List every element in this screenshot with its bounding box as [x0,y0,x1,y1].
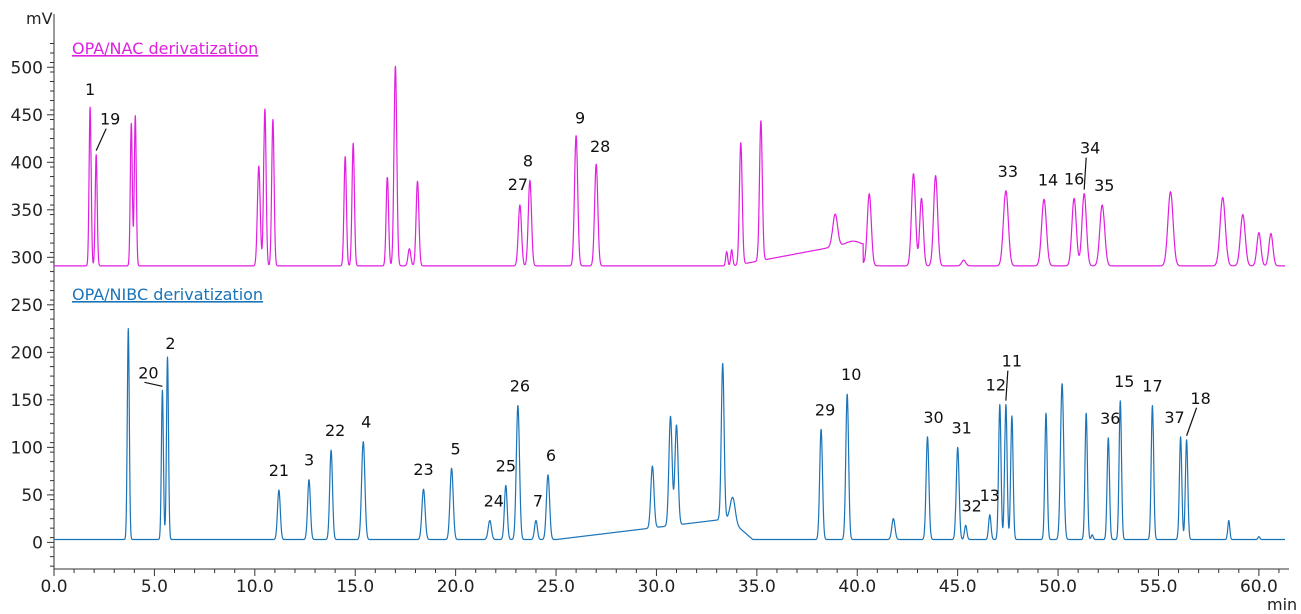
x-tick-label: 30.0 [638,577,676,597]
peak-label-31: 31 [951,418,971,437]
peak-label-8: 8 [523,151,533,170]
peak-label-12: 12 [986,376,1006,395]
y-tick-label: 250 [11,296,43,316]
x-tick-label: 35.0 [738,577,776,597]
peak-leader-34 [1083,157,1087,190]
y-unit-label: mV [26,9,53,28]
y-tick-label: 50 [21,486,43,506]
peak-label-1: 1 [85,80,95,99]
x-tick-label: 45.0 [939,577,977,597]
peak-label-2: 2 [165,334,175,353]
y-tick-label: 500 [11,58,43,78]
peak-label-9: 9 [575,109,585,128]
y-tick-label: 300 [11,248,43,268]
peak-label-3: 3 [304,451,314,470]
peak-label-34: 34 [1080,139,1100,158]
peak-label-22: 22 [325,421,345,440]
peak-label-7: 7 [533,492,543,511]
peak-leader-20 [144,381,163,387]
x-tick-label: 15.0 [336,577,374,597]
peak-leader-19 [95,128,107,151]
x-tick-label: 40.0 [838,577,876,597]
peak-label-5: 5 [451,439,461,458]
peak-label-15: 15 [1114,372,1134,391]
peak-label-25: 25 [496,456,516,475]
peak-leader-18 [1186,407,1198,436]
y-tick-label: 150 [11,391,43,411]
peak-label-28: 28 [590,137,610,156]
peak-label-27: 27 [508,175,528,194]
peak-label-10: 10 [841,365,861,384]
peak-label-32: 32 [962,496,982,515]
peak-label-16: 16 [1064,169,1084,188]
y-tick-label: 400 [11,153,43,173]
peak-label-37: 37 [1164,408,1184,427]
x-tick-label: 50.0 [1039,577,1077,597]
y-tick-label: 200 [11,343,43,363]
peak-label-19: 19 [100,110,120,129]
peak-label-6: 6 [546,446,556,465]
peak-labels: 1 19 27 8 9 28 33 14 16 34 35 20 2 21 3 22 4 23 5 24 25 26 7 6 2… [85,80,1211,515]
traces [53,65,1286,541]
y-tick-label: 350 [11,201,43,221]
peak-label-4: 4 [361,413,371,432]
x-tick-label: 5.0 [141,577,168,597]
peak-label-18: 18 [1190,389,1210,408]
y-tick-label: 100 [11,438,43,458]
peak-label-20: 20 [138,363,158,382]
axes: 0 50 100 150 200 250 300 350 400 450 500 0.0 5.0 10.0… [11,9,1298,614]
x-tick-label: 10.0 [236,577,274,597]
peak-label-14: 14 [1038,170,1058,189]
peak-label-21: 21 [269,461,289,480]
legend: OPA/NAC derivatization OPA/NIBC derivatiz… [72,39,263,304]
peak-label-35: 35 [1094,176,1114,195]
series-line-nibc [53,328,1286,541]
y-tick-label: 0 [32,533,43,553]
peak-label-36: 36 [1100,409,1120,428]
x-tick-label: 55.0 [1140,577,1178,597]
peak-label-24: 24 [484,492,504,511]
y-tick-label: 450 [11,106,43,126]
peak-label-29: 29 [815,400,835,419]
series-title-nac: OPA/NAC derivatization [72,39,258,58]
peak-label-33: 33 [998,162,1018,181]
x-unit-label: min [1267,595,1297,614]
series-line-nac [53,65,1286,267]
peak-label-23: 23 [413,460,433,479]
x-tick-label: 0.0 [40,577,67,597]
peak-label-17: 17 [1142,377,1162,396]
peak-label-30: 30 [923,408,943,427]
peak-label-13: 13 [980,486,1000,505]
x-tick-label: 60.0 [1240,577,1278,597]
x-tick-label: 25.0 [537,577,575,597]
series-title-nibc: OPA/NIBC derivatization [72,285,263,304]
peak-label-11: 11 [1002,352,1022,371]
peak-leader-11 [1005,370,1009,401]
peak-label-26: 26 [510,377,530,396]
x-tick-label: 20.0 [437,577,475,597]
